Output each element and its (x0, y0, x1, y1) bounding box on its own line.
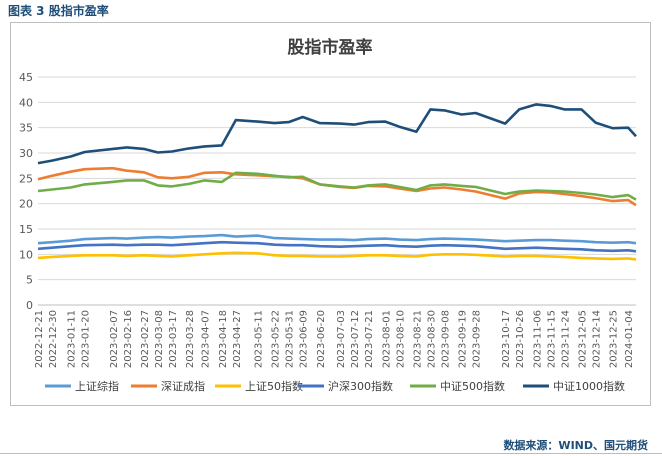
x-tick-label: 2023-12-05 (577, 310, 588, 368)
x-tick-label: 2023-09-28 (472, 310, 483, 368)
x-tick-label: 2023-06-20 (316, 310, 327, 368)
series-line-0 (37, 233, 637, 245)
series-line-2 (37, 251, 637, 261)
x-tick-label: 2023-08-10 (395, 310, 406, 368)
legend-label: 上证50指数 (245, 379, 303, 393)
x-tick-label: 2022-12-21 (34, 310, 45, 368)
legend: 上证综指 深证成指 上证50指数 沪深300指数 中证500指数 中证1000指数 (45, 379, 625, 393)
y-tick-label: 45 (19, 71, 33, 84)
x-tick-label: 2023-08-21 (412, 310, 423, 368)
x-tick-label: 2023-12-14 (592, 310, 603, 368)
chart-title: 股指市盈率 (288, 37, 373, 58)
x-tick-label: 2023-11-24 (560, 310, 571, 368)
y-tick-label: 25 (19, 172, 33, 185)
series-line-4 (37, 171, 637, 201)
x-tick-label: 2023-03-28 (185, 310, 196, 368)
y-tick-label: 40 (19, 96, 33, 109)
source-note: 数据来源：WIND、国元期货 (503, 439, 648, 452)
legend-label: 深证成指 (161, 379, 205, 393)
y-tick-label: 10 (19, 248, 33, 261)
x-tick-label: 2023-05-31 (285, 310, 296, 368)
x-tick-label: 2023-10-26 (515, 310, 526, 368)
x-tick-label: 2023-04-18 (218, 310, 229, 368)
y-axis-ticks: 0 5 10 15 20 25 30 35 40 45 (19, 71, 33, 312)
x-tick-label: 2023-07-12 (350, 310, 361, 368)
x-tick-label: 2023-07-03 (336, 310, 347, 368)
x-tick-label: 2023-04-27 (232, 310, 243, 368)
series-line-3 (37, 240, 637, 253)
legend-label: 中证500指数 (440, 379, 505, 393)
x-tick-label: 2023-04-07 (201, 310, 212, 368)
series-lines (37, 103, 637, 261)
x-tick-label: 2023-01-20 (81, 310, 92, 368)
y-tick-label: 30 (19, 147, 33, 160)
legend-label: 中证1000指数 (553, 379, 625, 393)
series-line-5 (37, 103, 637, 165)
x-tick-label: 2023-03-17 (168, 310, 179, 368)
chart-frame (10, 22, 651, 406)
x-tick-label: 2023-02-07 (109, 310, 120, 368)
x-tick-label: 2023-07-21 (364, 310, 375, 368)
x-tick-label: 2023-01-11 (67, 310, 78, 368)
bottom-rule (0, 453, 662, 454)
x-tick-label: 2022-12-30 (48, 310, 59, 368)
x-tick-label: 2023-02-27 (140, 310, 151, 368)
x-axis-ticks: 2022-12-21 2022-12-30 2023-01-11 2023-01-20… (34, 310, 635, 368)
figure-caption: 图表 3 股指市盈率 (8, 4, 109, 18)
x-tick-label: 2023-02-16 (123, 310, 134, 368)
x-tick-label: 2023-11-06 (532, 310, 543, 368)
x-tick-label: 2023-03-08 (154, 310, 165, 368)
x-tick-label: 2023-05-11 (254, 310, 265, 368)
x-tick-label: 2023-09-08 (440, 310, 451, 368)
y-tick-label: 0 (26, 299, 33, 312)
x-tick-label: 2023-08-01 (381, 310, 392, 368)
y-tick-label: 35 (19, 122, 33, 135)
y-tick-label: 15 (19, 223, 33, 236)
y-tick-label: 5 (26, 274, 33, 287)
y-tick-label: 20 (19, 198, 33, 211)
x-tick-label: 2023-11-15 (546, 310, 557, 368)
legend-label: 沪深300指数 (328, 379, 393, 393)
x-tick-label: 2023-10-17 (501, 310, 512, 368)
x-tick-label: 2023-12-25 (609, 310, 620, 368)
x-tick-label: 2023-08-30 (426, 310, 437, 368)
x-tick-label: 2023-09-19 (458, 310, 469, 368)
x-tick-label: 2023-05-22 (271, 310, 282, 368)
legend-label: 上证综指 (75, 379, 119, 393)
x-tick-label: 2023-06-09 (299, 310, 310, 368)
x-tick-label: 2024-01-04 (624, 310, 635, 368)
